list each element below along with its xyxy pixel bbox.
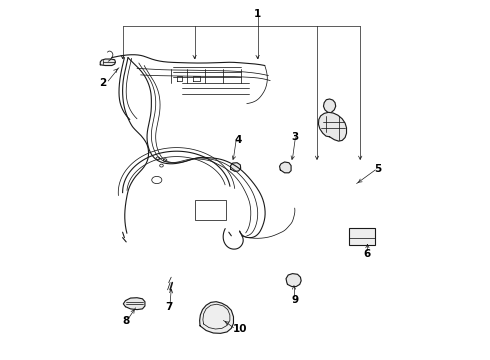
Text: 1: 1	[254, 9, 261, 19]
Polygon shape	[286, 274, 301, 287]
Text: 5: 5	[374, 164, 382, 174]
Polygon shape	[231, 163, 241, 171]
Polygon shape	[123, 298, 145, 310]
FancyBboxPatch shape	[349, 228, 375, 245]
Text: 3: 3	[292, 132, 299, 142]
Polygon shape	[318, 112, 346, 141]
Polygon shape	[199, 302, 233, 333]
Text: 9: 9	[292, 294, 299, 305]
Polygon shape	[280, 162, 291, 173]
Text: 2: 2	[99, 78, 106, 88]
Text: 8: 8	[122, 316, 130, 326]
Bar	[195, 200, 226, 220]
Polygon shape	[323, 99, 336, 112]
Text: 6: 6	[364, 249, 371, 259]
Polygon shape	[100, 59, 116, 66]
Text: 10: 10	[232, 324, 247, 334]
Text: 7: 7	[166, 302, 173, 312]
Text: 4: 4	[234, 135, 242, 145]
